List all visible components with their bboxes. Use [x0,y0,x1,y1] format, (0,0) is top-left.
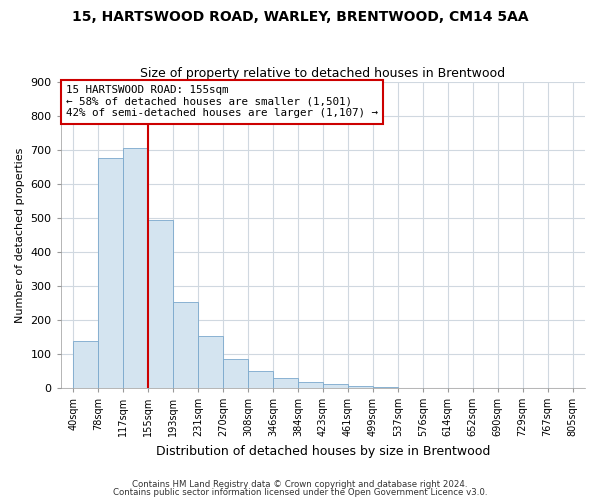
Text: 15 HARTSWOOD ROAD: 155sqm
← 58% of detached houses are smaller (1,501)
42% of se: 15 HARTSWOOD ROAD: 155sqm ← 58% of detac… [66,85,378,118]
Bar [223,358,248,388]
Bar [123,148,148,388]
Bar [73,341,98,388]
Text: 15, HARTSWOOD ROAD, WARLEY, BRENTWOOD, CM14 5AA: 15, HARTSWOOD ROAD, WARLEY, BRENTWOOD, C… [71,10,529,24]
Bar [273,378,298,388]
Title: Size of property relative to detached houses in Brentwood: Size of property relative to detached ho… [140,66,505,80]
Y-axis label: Number of detached properties: Number of detached properties [15,147,25,322]
Bar [98,158,123,388]
Text: Contains public sector information licensed under the Open Government Licence v3: Contains public sector information licen… [113,488,487,497]
Bar [148,220,173,388]
Bar [348,386,373,388]
Text: Contains HM Land Registry data © Crown copyright and database right 2024.: Contains HM Land Registry data © Crown c… [132,480,468,489]
Bar [198,336,223,388]
X-axis label: Distribution of detached houses by size in Brentwood: Distribution of detached houses by size … [155,444,490,458]
Bar [173,302,198,388]
Bar [323,384,348,388]
Bar [248,371,273,388]
Bar [298,382,323,388]
